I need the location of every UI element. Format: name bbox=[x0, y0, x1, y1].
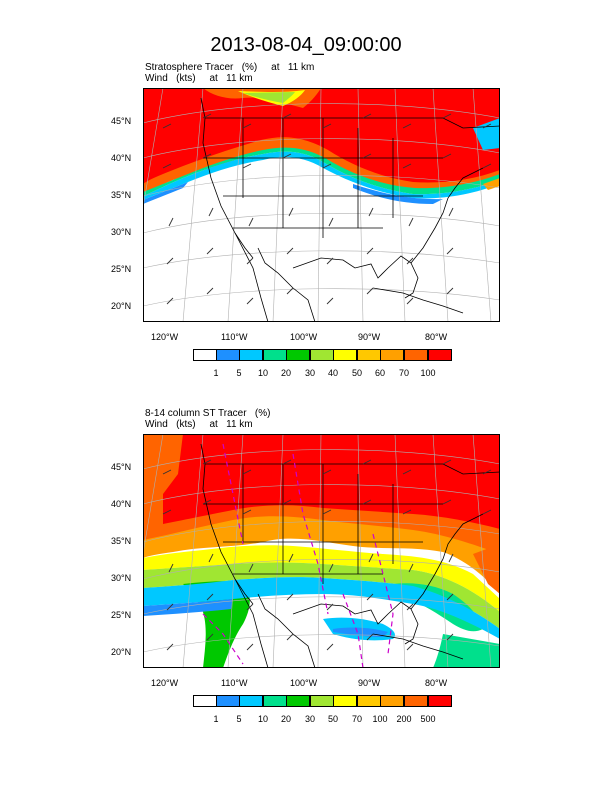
panel2-colorbar-box bbox=[193, 695, 217, 707]
panel2-lon-label: 120°W bbox=[151, 678, 179, 688]
panel2-title: 8-14 column ST Tracer (%) bbox=[145, 408, 271, 419]
panel1-lat-label: 25°N bbox=[111, 264, 132, 274]
panel2-subtitle: Wind (kts) at 11 km bbox=[145, 419, 253, 430]
panel2-lat-label: 35°N bbox=[111, 536, 132, 546]
panel1-lon-label: 110°W bbox=[221, 332, 248, 342]
page-title: 2013-08-04_09:00:00 bbox=[210, 34, 402, 56]
panel2-colorbar-box bbox=[333, 695, 357, 707]
panel2-colorbar-label: 70 bbox=[351, 714, 362, 724]
panel2-lon-label: 100°W bbox=[290, 678, 318, 688]
panel1-lat-label: 40°N bbox=[111, 153, 132, 163]
panel2-map bbox=[143, 434, 500, 668]
panel2-colorbar-label: 500 bbox=[420, 714, 436, 724]
panel2-colorbar-box bbox=[380, 695, 404, 707]
panel1-colorbar-label: 60 bbox=[374, 368, 385, 378]
panel1-lat-label: 35°N bbox=[111, 190, 132, 200]
panel2-lat-label: 45°N bbox=[111, 462, 132, 472]
panel1-colorbar-box bbox=[263, 349, 287, 361]
panel2-colorbar-box bbox=[239, 695, 263, 707]
panel2-colorbar-box bbox=[357, 695, 381, 707]
panel2-lat-label: 20°N bbox=[111, 647, 132, 657]
panel1-tracer-field bbox=[143, 88, 500, 204]
panel2-wind-barbs bbox=[162, 459, 492, 651]
panel1-colorbar-label: 30 bbox=[304, 368, 315, 378]
panel1-colorbar-box bbox=[216, 349, 240, 361]
panel1-colorbar-label: 70 bbox=[398, 368, 409, 378]
panel1-colorbar-box bbox=[380, 349, 404, 361]
panel2-coastlines bbox=[200, 443, 500, 668]
panel1-wind-barbs bbox=[162, 113, 492, 305]
panel1-lat-label: 20°N bbox=[111, 301, 132, 311]
panel2-colorbar-box bbox=[404, 695, 428, 707]
panel2-colorbar-label: 10 bbox=[257, 714, 268, 724]
panel1-colorbar-box bbox=[193, 349, 217, 361]
panel2-colorbar-box bbox=[216, 695, 240, 707]
panel2-graticule bbox=[143, 434, 500, 668]
panel2-colorbar-label: 100 bbox=[372, 714, 388, 724]
panel1-subtitle: Wind (kts) at 11 km bbox=[145, 73, 253, 84]
panel2-colorbar-label: 200 bbox=[396, 714, 412, 724]
panel2-contours bbox=[202, 443, 394, 668]
panel1-colorbar-box bbox=[239, 349, 263, 361]
panel2-colorbar-box bbox=[286, 695, 310, 707]
panel1-colorbar-box bbox=[404, 349, 428, 361]
panel1-title: Stratosphere Tracer (%) at 11 km bbox=[145, 62, 315, 73]
panel1-colorbar-box bbox=[333, 349, 357, 361]
panel1-map bbox=[143, 88, 500, 322]
panel1-lon-label: 120°W bbox=[151, 332, 179, 342]
panel2-colorbar bbox=[193, 695, 452, 707]
panel1-colorbar-box bbox=[357, 349, 381, 361]
panel1-colorbar-label: 40 bbox=[327, 368, 338, 378]
panel1-lon-label: 90°W bbox=[358, 332, 381, 342]
panel2-colorbar-label: 30 bbox=[304, 714, 315, 724]
panel2-colorbar-box bbox=[310, 695, 334, 707]
panel2-lat-label: 30°N bbox=[111, 573, 132, 583]
panel2-colorbar-label: 50 bbox=[327, 714, 338, 724]
panel1-colorbar-label: 20 bbox=[280, 368, 291, 378]
panel1-lat-label: 30°N bbox=[111, 227, 132, 237]
panel2-lon-label: 80°W bbox=[425, 678, 448, 688]
panel1-coastlines bbox=[200, 97, 500, 322]
panel2-lat-label: 25°N bbox=[111, 610, 132, 620]
panel2-colorbar-label: 1 bbox=[213, 714, 219, 724]
panel1-colorbar-label: 5 bbox=[236, 368, 242, 378]
panel1-colorbar-label: 100 bbox=[420, 368, 436, 378]
panel2-colorbar-label: 20 bbox=[280, 714, 291, 724]
panel1-colorbar-box bbox=[428, 349, 452, 361]
panel1-colorbar-box bbox=[286, 349, 310, 361]
panel1-colorbar-label: 50 bbox=[351, 368, 362, 378]
panel2-lon-label: 110°W bbox=[221, 678, 248, 688]
panel1-colorbar-label: 1 bbox=[213, 368, 219, 378]
panel1-colorbar-box bbox=[310, 349, 334, 361]
panel1-colorbar bbox=[193, 349, 452, 361]
panel2-colorbar-label: 5 bbox=[236, 714, 242, 724]
panel1-lon-label: 100°W bbox=[290, 332, 318, 342]
panel2-lon-label: 90°W bbox=[358, 678, 381, 688]
panel2-colorbar-box bbox=[263, 695, 287, 707]
panel1-lat-label: 45°N bbox=[111, 116, 132, 126]
panel1-colorbar-label: 10 bbox=[257, 368, 268, 378]
panel2-lat-label: 40°N bbox=[111, 499, 132, 509]
panel2-colorbar-box bbox=[428, 695, 452, 707]
panel1-lon-label: 80°W bbox=[425, 332, 448, 342]
